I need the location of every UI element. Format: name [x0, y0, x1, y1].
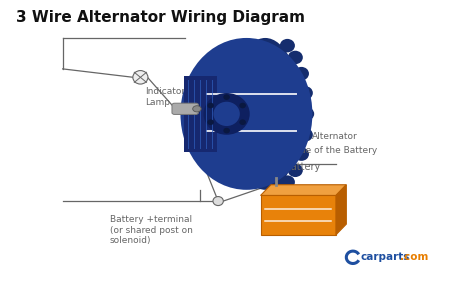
Ellipse shape [271, 182, 286, 195]
Ellipse shape [229, 38, 301, 190]
Ellipse shape [223, 128, 230, 133]
Ellipse shape [280, 176, 295, 189]
Ellipse shape [223, 94, 230, 100]
Text: 3 Wire Alternator Wiring Diagram: 3 Wire Alternator Wiring Diagram [16, 10, 304, 25]
Ellipse shape [288, 164, 303, 177]
FancyBboxPatch shape [172, 103, 198, 114]
Ellipse shape [239, 119, 246, 125]
Ellipse shape [280, 39, 295, 52]
Polygon shape [261, 195, 336, 235]
Text: Battery: Battery [284, 162, 320, 172]
Text: Indicator
Lamp: Indicator Lamp [145, 87, 185, 106]
Ellipse shape [298, 128, 313, 141]
Ellipse shape [207, 103, 214, 108]
Ellipse shape [213, 197, 223, 206]
Ellipse shape [213, 102, 240, 126]
Ellipse shape [181, 38, 312, 190]
Text: carparts: carparts [360, 252, 410, 262]
Ellipse shape [288, 51, 303, 64]
Text: Alternator: Alternator [312, 132, 358, 141]
FancyBboxPatch shape [184, 76, 217, 152]
Ellipse shape [133, 70, 148, 84]
Ellipse shape [193, 106, 201, 112]
Text: .com: .com [400, 252, 428, 262]
Text: +Side of the Battery: +Side of the Battery [284, 146, 377, 155]
Ellipse shape [207, 119, 214, 125]
Polygon shape [336, 185, 346, 235]
Ellipse shape [239, 103, 246, 108]
Ellipse shape [294, 147, 309, 161]
Ellipse shape [299, 107, 314, 121]
Ellipse shape [298, 86, 313, 100]
Ellipse shape [203, 93, 250, 135]
Text: Switch: Switch [190, 115, 220, 124]
Text: Battery +terminal
(or shared post on
solenoid): Battery +terminal (or shared post on sol… [110, 215, 192, 245]
Ellipse shape [294, 67, 309, 80]
Polygon shape [261, 185, 346, 195]
